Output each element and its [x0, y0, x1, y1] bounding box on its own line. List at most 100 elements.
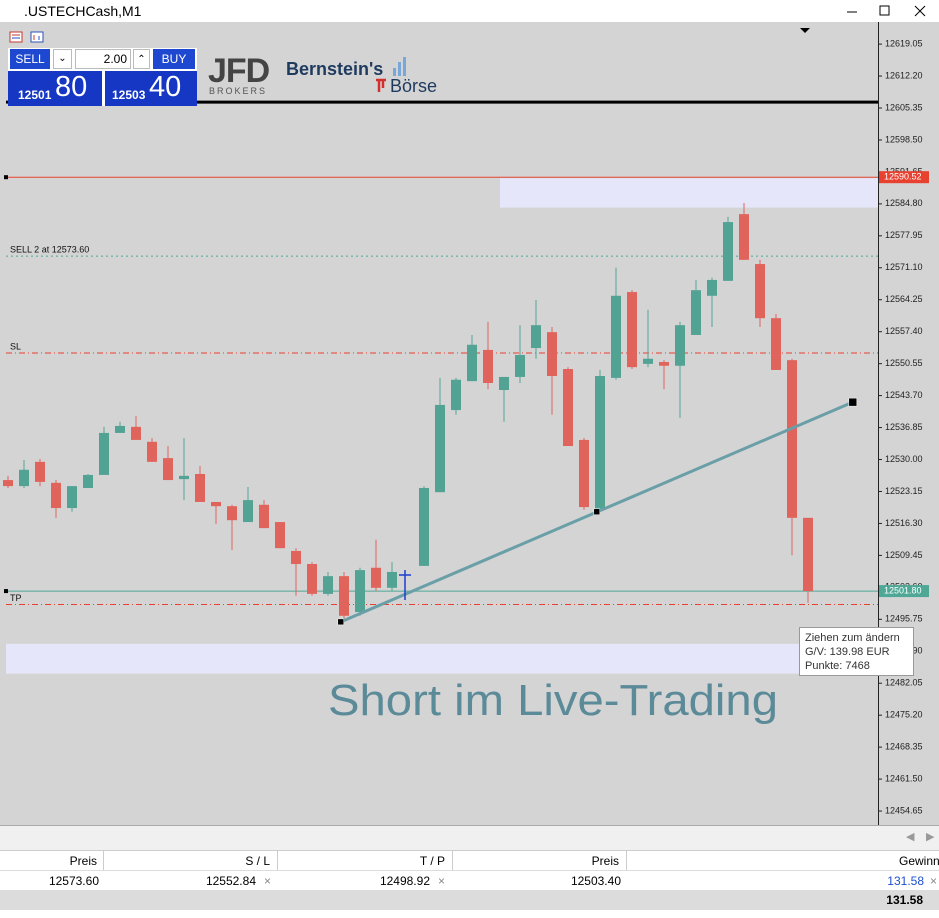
table-total: 131.58: [0, 890, 939, 910]
cell: 131.58: [887, 874, 924, 888]
level-label: SELL 2 at 12573.60: [10, 244, 89, 254]
candle-body: [435, 404, 445, 493]
table-header: Preis S / L T / P Preis Gewinn: [0, 850, 939, 891]
y-tick-label: 12571.10: [885, 262, 923, 272]
y-tick-label: 12516.30: [885, 518, 923, 528]
candle-body: [803, 517, 813, 592]
anchor: [848, 397, 858, 407]
y-tick-label: 12543.70: [885, 390, 923, 400]
bernstein-icon: [376, 57, 406, 92]
y-tick-label: 12530.00: [885, 454, 923, 464]
zone: [500, 178, 878, 208]
candle-body: [147, 441, 157, 462]
candle-body: [355, 570, 365, 613]
y-tick-label: 12536.85: [885, 422, 923, 432]
y-tick-label: 12564.25: [885, 294, 923, 304]
jfd-subtitle: BROKERS: [209, 86, 268, 96]
y-tick-label: 12495.75: [885, 614, 923, 624]
bid-small: 80: [55, 71, 88, 103]
title-bar: .USTECHCash,M1: [0, 0, 939, 22]
zones: [6, 178, 878, 674]
y-tick-label: 12557.40: [885, 326, 923, 336]
candle-body: [371, 567, 381, 588]
buy-button[interactable]: BUY: [153, 49, 195, 69]
level-label: TP: [10, 593, 22, 603]
header-cell: Preis: [591, 854, 619, 868]
y-tick-label: 12523.15: [885, 486, 923, 496]
candle-body: [531, 325, 541, 349]
candle-body: [275, 522, 285, 549]
close[interactable]: [914, 5, 926, 17]
ask-big: 12503: [112, 88, 146, 102]
total: 131.58: [886, 893, 923, 907]
header-cell: Gewinn: [899, 854, 939, 868]
candle-body: [595, 376, 605, 510]
scroll-left[interactable]: ◀: [906, 831, 915, 843]
candle-body: [739, 214, 749, 260]
candle-body: [387, 571, 397, 588]
candle-body: [691, 290, 701, 335]
tooltip-line: Punkte: 7468: [805, 660, 870, 672]
trade-panel: SELL ⌄ 2.00 ⌃ BUY 12501 80 12503 40: [8, 48, 197, 106]
candle-body: [547, 332, 557, 377]
candle-body: [467, 344, 477, 382]
y-tick-label: 12577.95: [885, 230, 923, 240]
candle-body: [563, 369, 573, 446]
y-tick-label: 12598.50: [885, 134, 923, 144]
candle-body: [499, 376, 509, 391]
candle-body: [51, 482, 61, 509]
header-cell: Preis: [69, 854, 97, 868]
y-tick-label: 12619.05: [885, 38, 923, 48]
candle-body: [323, 576, 333, 594]
y-tick-label: 12454.65: [885, 805, 923, 815]
tooltip-line: G/V: 139.98 EUR: [805, 646, 890, 658]
candle-body: [659, 362, 669, 366]
bid-quote[interactable]: 12501 80: [8, 71, 102, 106]
window-title: .USTECHCash,M1: [24, 3, 142, 19]
sell-button[interactable]: SELL: [10, 49, 50, 69]
volume-down[interactable]: ⌄: [53, 49, 72, 69]
scroll-right[interactable]: ▶: [926, 831, 935, 843]
header-cell: T / P: [419, 854, 445, 868]
icon[interactable]: [30, 31, 44, 43]
candle-body: [627, 292, 637, 368]
candles: [3, 202, 813, 622]
candle-body: [35, 461, 45, 482]
icon[interactable]: [9, 31, 23, 43]
close-position[interactable]: ×: [930, 874, 938, 888]
y-tick-label: 12584.80: [885, 198, 923, 208]
candle-body: [339, 576, 349, 616]
y-tick-label: 12475.20: [885, 710, 923, 720]
candle-body: [243, 500, 253, 523]
candle-body: [291, 550, 301, 565]
candle-body: [787, 360, 797, 518]
table-row[interactable]: 12573.60 12552.84 × 12498.92 × 12503.40 …: [0, 870, 939, 891]
candle-body: [163, 458, 173, 481]
crosshair: [399, 570, 411, 600]
tooltip: Ziehen zum ändern G/V: 139.98 EUR Punkte…: [799, 627, 914, 676]
volume-up[interactable]: ⌃: [133, 49, 150, 69]
candle-body: [211, 501, 221, 507]
ask-quote[interactable]: 12503 40: [105, 71, 197, 106]
remove-tp[interactable]: ×: [438, 874, 446, 888]
cell: 12503.40: [570, 874, 621, 888]
candle-body: [115, 425, 125, 433]
tooltip-line: Ziehen zum ändern: [805, 632, 900, 644]
volume-input[interactable]: 2.00: [75, 49, 131, 69]
header-cell: S / L: [245, 854, 270, 868]
candle-body: [3, 480, 13, 487]
price-tag-label: 12590.52: [884, 172, 922, 182]
maximize[interactable]: [879, 5, 890, 16]
candle-body: [307, 564, 317, 594]
y-tick-label: 12605.35: [885, 102, 923, 112]
candle-body: [195, 473, 205, 502]
chart-background: [0, 22, 939, 825]
boerse-logo: Börse: [390, 76, 438, 96]
candle-body: [419, 487, 429, 566]
bernstein-logo: Bernstein's: [286, 59, 384, 79]
price-tag: [879, 585, 929, 598]
cell: 12573.60: [48, 874, 99, 888]
level-end: [4, 589, 8, 594]
remove-sl[interactable]: ×: [264, 874, 272, 888]
